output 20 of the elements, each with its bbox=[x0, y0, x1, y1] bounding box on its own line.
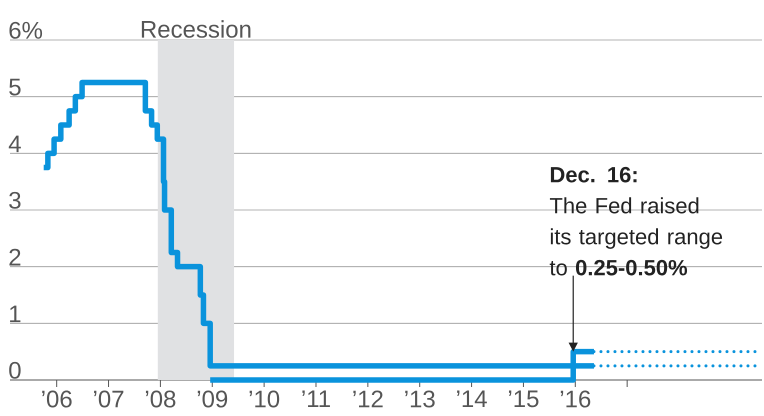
y-tick-label: 5 bbox=[9, 78, 21, 96]
x-tick-label: ’08 bbox=[146, 390, 176, 408]
x-tick-label: ’16 bbox=[560, 390, 590, 408]
x-tick-label: ’07 bbox=[94, 390, 124, 408]
y-tick-label: 2 bbox=[9, 248, 20, 266]
x-tick-label: ’14 bbox=[457, 390, 487, 408]
x-tick-label: ’13 bbox=[405, 390, 435, 408]
x-tick-label: ’09 bbox=[198, 390, 228, 408]
y-tick-label: 1 bbox=[10, 306, 20, 322]
x-tick-label: ’06 bbox=[42, 390, 72, 408]
x-tick-label: ’15 bbox=[508, 390, 538, 408]
y-tick-label: 0 bbox=[9, 362, 21, 379]
y-tick-label: 3 bbox=[9, 192, 21, 209]
annotation: Dec. 16: The Fed raised its targeted range to 0.25-0.50% bbox=[550, 166, 722, 276]
band-label: Recession bbox=[142, 20, 250, 38]
x-tick-label: ’11 bbox=[302, 390, 330, 408]
x-tick-label: ’10 bbox=[250, 390, 280, 408]
x-tick-label: ’12 bbox=[353, 390, 383, 408]
y-tick-label: 6% bbox=[9, 22, 42, 39]
y-tick-label: 4 bbox=[8, 136, 21, 152]
